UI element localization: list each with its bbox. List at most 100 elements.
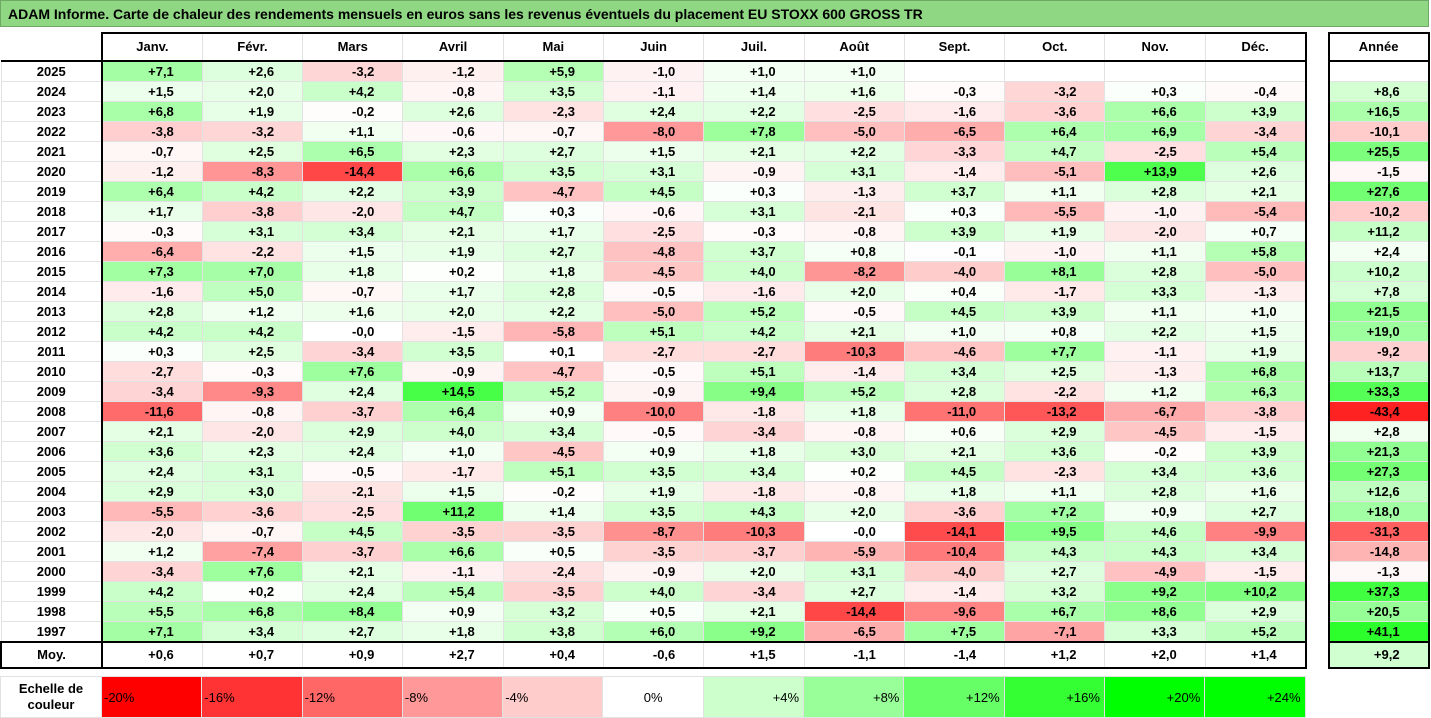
heatmap-cell: -2,4 [502, 561, 604, 582]
heatmap-cell: +2,2 [803, 141, 905, 162]
color-scale-stop: +16% [1003, 676, 1105, 718]
column-gap [1305, 461, 1329, 482]
color-scale-stop: +20% [1103, 676, 1206, 718]
heatmap-cell: +3,4 [1204, 541, 1307, 562]
heatmap-cell: +3,1 [803, 161, 905, 182]
heatmap-cell: -3,5 [502, 521, 604, 542]
row-year-label: 2009 [0, 381, 103, 402]
column-gap [1305, 361, 1329, 382]
heatmap-cell: +2,8 [1104, 261, 1206, 282]
heatmap-cell: +0,5 [602, 601, 705, 622]
average-cell: +2,0 [1104, 641, 1206, 669]
heatmap-row: 2004 +2,9 +3,0 -2,1 +1,5 -0,2 +1,9 -1,8 -0,8 +1,8… [0, 481, 1430, 502]
color-scale-stop: +12% [903, 676, 1005, 718]
color-scale-stop: -20% [100, 676, 203, 718]
heatmap-cell: +2,4 [302, 441, 404, 462]
heatmap-row: 2016 -6,4 -2,2 +1,5 +1,9 +2,7 -4,8 +3,7 +0,8 -0,1… [0, 241, 1430, 262]
heatmap-cell: +4,2 [100, 321, 203, 342]
heatmap-cell: +1,7 [402, 281, 504, 302]
heatmap-cell: +5,1 [703, 361, 805, 382]
column-gap [1305, 341, 1329, 362]
heatmap-cell: +3,5 [502, 81, 604, 102]
heatmap-cell: +2,1 [402, 221, 504, 242]
heatmap-cell: +5,2 [502, 381, 604, 402]
column-gap [1305, 501, 1329, 522]
heatmap-cell: +4,0 [602, 581, 705, 602]
heatmap-cell [1104, 60, 1206, 82]
heatmap-cell: -4,5 [1104, 421, 1206, 442]
heatmap-cell: +1,6 [302, 301, 404, 322]
annual-cell: -10,2 [1327, 201, 1430, 222]
heatmap-cell: -1,1 [602, 81, 705, 102]
heatmap-cell: +1,1 [1104, 301, 1206, 322]
heatmap-cell: -0,3 [100, 221, 203, 242]
heatmap-cell: +8,1 [1004, 261, 1106, 282]
heatmap-cell: +6,7 [1004, 601, 1106, 622]
column-gap [1305, 101, 1329, 122]
heatmap-cell: +2,1 [803, 321, 905, 342]
heatmap-cell: +0,2 [201, 581, 304, 602]
heatmap-row: 2007 +2,1 -2,0 +2,9 +4,0 +3,4 -0,5 -3,4 -0,8 +0,6… [0, 421, 1430, 442]
heatmap-cell: -3,5 [502, 581, 604, 602]
column-header-month: Avril [402, 32, 504, 62]
heatmap-cell: +6,6 [1104, 101, 1206, 122]
heatmap-cell: +2,9 [100, 481, 203, 502]
heatmap-cell: +6,0 [602, 621, 705, 643]
heatmap-cell: -1,2 [100, 161, 203, 182]
heatmap-cell: -1,0 [1104, 201, 1206, 222]
heatmap-cell: -0,5 [602, 281, 705, 302]
heatmap-cell: +5,9 [502, 60, 604, 82]
heatmap-cell: -5,8 [502, 321, 604, 342]
heatmap-cell: +1,8 [803, 401, 905, 422]
heatmap-cell: -4,0 [903, 561, 1006, 582]
heatmap-cell: -0,3 [903, 81, 1006, 102]
heatmap-cell: +4,7 [1004, 141, 1106, 162]
heatmap-cell: -2,3 [1004, 461, 1106, 482]
column-gap [1305, 621, 1329, 642]
heatmap-cell: -4,7 [502, 361, 604, 382]
heatmap-cell: +4,5 [903, 461, 1006, 482]
annual-cell [1327, 60, 1430, 82]
row-year-label: 2022 [0, 121, 103, 142]
row-year-label: 2010 [0, 361, 103, 382]
heatmap-cell: +5,2 [703, 301, 805, 322]
heatmap-cell: +4,5 [903, 301, 1006, 322]
heatmap-row: 2005 +2,4 +3,1 -0,5 -1,7 +5,1 +3,5 +3,4 +0,2 +4,5… [0, 461, 1430, 482]
heatmap-cell: -3,7 [302, 541, 404, 562]
heatmap-cell: +7,3 [100, 261, 203, 282]
heatmap-cell: +3,7 [703, 241, 805, 262]
heatmap-cell: +6,3 [1204, 381, 1307, 402]
row-year-label: 2021 [0, 141, 103, 162]
heatmap-cell: +2,0 [803, 501, 905, 522]
column-gap [1305, 401, 1329, 422]
heatmap-cell: -2,5 [1104, 141, 1206, 162]
heatmap-cell: -0,3 [201, 361, 304, 382]
heatmap-cell: +2,8 [1104, 181, 1206, 202]
heatmap-cell: +5,1 [602, 321, 705, 342]
heatmap-cell: +3,6 [1204, 461, 1307, 482]
heatmap-cell: +2,5 [1004, 361, 1106, 382]
annual-cell: +33,3 [1327, 381, 1430, 402]
heatmap-cell: -3,4 [703, 581, 805, 602]
heatmap-row: 2017 -0,3 +3,1 +3,4 +2,1 +1,7 -2,5 -0,3 -0,8 +3,9… [0, 221, 1430, 242]
heatmap-cell: +2,7 [302, 621, 404, 643]
column-gap [1305, 381, 1329, 402]
heatmap-cell: +2,1 [903, 441, 1006, 462]
heatmap-cell: +0,3 [502, 201, 604, 222]
heatmap-cell: -0,8 [803, 421, 905, 442]
annual-cell: +10,2 [1327, 261, 1430, 282]
heatmap-cell: +3,4 [302, 221, 404, 242]
heatmap-cell: +2,4 [302, 381, 404, 402]
heatmap-cell: +3,1 [803, 561, 905, 582]
heatmap-cell: +1,7 [100, 201, 203, 222]
heatmap-cell: +1,5 [402, 481, 504, 502]
heatmap-cell: +4,3 [703, 501, 805, 522]
heatmap-cell: +6,8 [1204, 361, 1307, 382]
annual-cell: +25,5 [1327, 141, 1430, 162]
column-gap [1305, 301, 1329, 322]
heatmap-cell: -6,4 [100, 241, 203, 262]
heatmap-cell: -0,2 [1104, 441, 1206, 462]
heatmap-cell: -0,7 [100, 141, 203, 162]
average-cell: +2,7 [402, 641, 504, 669]
column-header-month: Nov. [1104, 32, 1206, 62]
